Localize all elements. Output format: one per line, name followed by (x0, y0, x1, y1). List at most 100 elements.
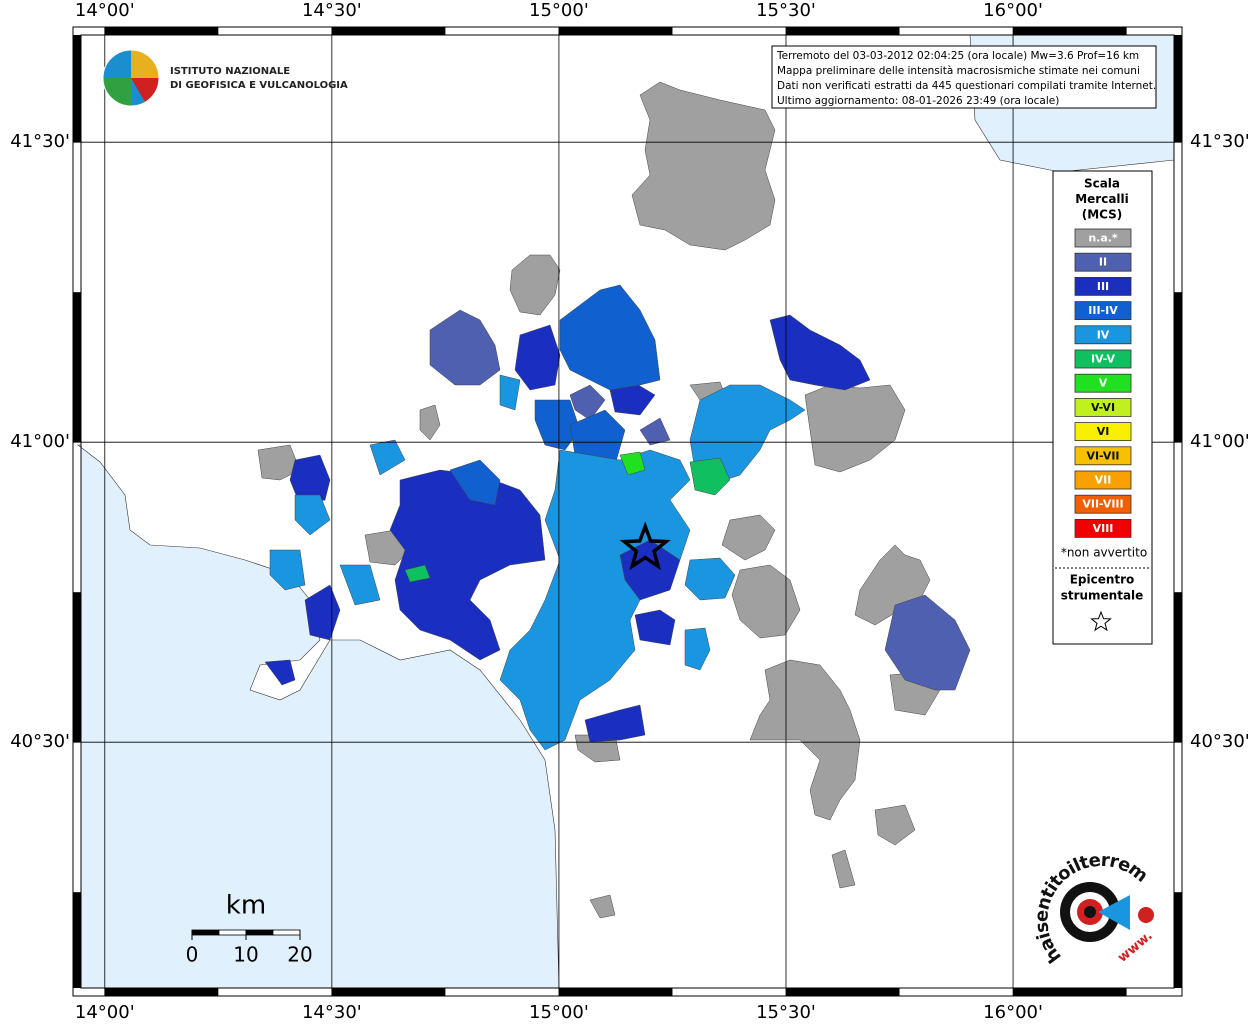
municipalities (257, 81, 971, 919)
info-line: Ultimo aggiornamento: 08-01-2026 23:49 (… (777, 95, 1059, 107)
municipality (499, 374, 521, 411)
municipality (721, 514, 776, 561)
frame-band (1013, 27, 1127, 35)
lon-label: 16°00' (983, 0, 1043, 21)
frame-band (785, 988, 900, 996)
legend-swatch (1074, 446, 1132, 466)
frame-band (1174, 292, 1182, 443)
lat-label: 41°00' (10, 431, 70, 452)
lat-label: 41°30' (10, 131, 70, 152)
municipality (619, 451, 646, 476)
sea (77, 444, 560, 989)
logo-megaphone (1098, 895, 1130, 930)
scale-unit: km (226, 891, 266, 921)
municipality (339, 564, 381, 606)
municipality (509, 254, 561, 316)
municipality (269, 549, 306, 591)
legend-swatch (1074, 276, 1132, 296)
info-lines: Terremoto del 03-03-2012 02:04:25 (ora l… (776, 50, 1156, 107)
municipality (874, 804, 916, 846)
logo-ring (102, 49, 160, 107)
graticule: 14°00' 14°00' 14°30' 14°30' 15°00' 15°00' 15°3… (10, 0, 1250, 1023)
logo-wedge (131, 50, 159, 78)
legend-label: IV-V (1091, 353, 1116, 366)
municipality (569, 384, 606, 421)
info-box (771, 45, 1157, 109)
municipality (559, 284, 661, 391)
municipality (854, 544, 931, 626)
lat-label: 40°30' (10, 731, 70, 752)
lon-label: 16°00' (983, 1002, 1043, 1023)
legend-swatch (1074, 228, 1132, 248)
logo-wedge (103, 78, 131, 106)
frame-band (331, 27, 446, 35)
legend-label: VIII (1093, 522, 1114, 535)
frame-band (331, 988, 446, 996)
lon-label: 15°30' (756, 1002, 816, 1023)
municipality (264, 659, 296, 686)
frame-band (1174, 592, 1182, 743)
scale-segment (245, 929, 274, 936)
municipality (684, 557, 736, 601)
epicenter (619, 521, 671, 571)
frame-band (1013, 988, 1127, 996)
municipality (684, 627, 711, 671)
municipality (304, 584, 341, 641)
lon-label: 15°30' (756, 0, 816, 21)
info-line: Terremoto del 03-03-2012 02:04:25 (ora l… (776, 50, 1139, 62)
municipality (689, 457, 731, 496)
municipality (749, 659, 861, 821)
municipality (289, 454, 331, 506)
municipality (589, 894, 616, 919)
municipality (884, 594, 971, 691)
municipality (499, 449, 691, 751)
municipality (639, 417, 671, 446)
lon-label: 15°00' (529, 1002, 589, 1023)
legend-label: VI-VII (1086, 449, 1119, 462)
frame-band (73, 35, 81, 143)
legend: ScalaMercalli(MCS)n.a.*IIIIIIII-IVIVIV-V… (1055, 177, 1150, 632)
legend-title: (MCS) (1082, 208, 1123, 222)
frame-band (73, 592, 81, 743)
lon-label: 14°30' (302, 0, 362, 21)
legend-swatch (1074, 325, 1132, 345)
municipality (634, 609, 676, 646)
legend-swatch (1074, 301, 1132, 321)
scale-label: 0 (186, 943, 199, 967)
legend-title: Scala (1084, 177, 1120, 191)
legend-epicenter-symbol (1090, 610, 1112, 632)
municipality (731, 564, 801, 639)
frame-band (785, 27, 900, 35)
scale-bar: 0 10 20 km (186, 891, 313, 967)
logo-dot (1138, 907, 1154, 923)
legend-label: VI (1097, 425, 1110, 438)
legend-swatch (1074, 422, 1132, 442)
legend-label: V-VI (1091, 401, 1115, 414)
scale-label: 10 (233, 943, 258, 967)
frame-band (73, 892, 81, 988)
municipality (369, 439, 406, 476)
logo-text: DI GEOFISICA E VULCANOLOGIA (170, 80, 348, 91)
legend-swatch (1074, 470, 1132, 490)
lon-label: 14°00' (75, 1002, 135, 1023)
legend-epicenter-title: strumentale (1061, 589, 1144, 603)
frame-band (104, 27, 219, 35)
lat-label: 40°30' (1190, 731, 1250, 752)
municipality (514, 324, 561, 391)
frame-band (1174, 35, 1182, 143)
info-line: Dati non verificati estratti da 445 ques… (777, 80, 1156, 92)
legend-epicenter-title: Epicentro (1070, 573, 1135, 587)
legend-title: Mercalli (1075, 192, 1129, 206)
map-frame (72, 26, 1183, 997)
lat-label: 41°30' (1190, 131, 1250, 152)
legend-label: VII-VIII (1082, 498, 1123, 511)
frame-band (73, 292, 81, 443)
municipality (294, 494, 331, 536)
legend-label: V (1099, 377, 1108, 390)
legend-label: III (1097, 280, 1109, 293)
legend-swatch (1074, 519, 1132, 538)
frame-band (558, 988, 673, 996)
frame-band (104, 988, 219, 996)
legend-label: n.a.* (1088, 232, 1118, 245)
legend-swatch (1074, 397, 1132, 417)
